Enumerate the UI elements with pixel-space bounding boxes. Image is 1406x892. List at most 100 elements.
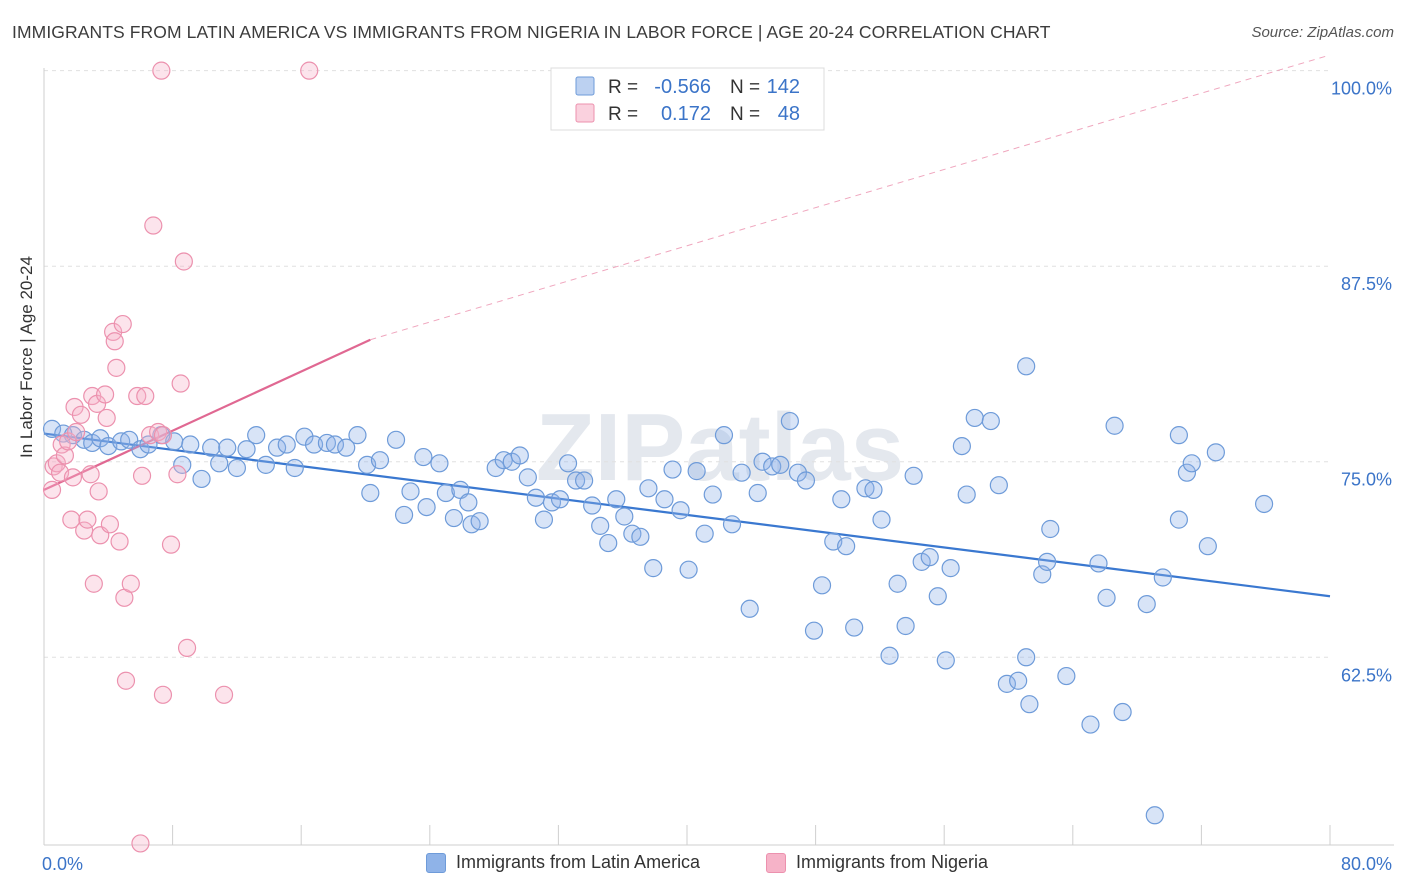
point-0-44 — [459, 493, 478, 512]
point-0-55 — [550, 490, 570, 509]
point-0-103 — [941, 559, 960, 578]
legend-top-r-label-0: R = — [608, 77, 638, 98]
point-0-117 — [1057, 666, 1076, 686]
point-0-23 — [267, 438, 287, 457]
legend-bottom: Immigrants from Latin America Immigrants… — [0, 852, 1406, 878]
x-tick-label-0: 0.0% — [42, 854, 83, 874]
point-0-131 — [1206, 443, 1225, 462]
point-0-20 — [237, 440, 256, 459]
point-0-38 — [414, 447, 433, 467]
point-1-7 — [62, 510, 81, 529]
point-0-120 — [1097, 588, 1116, 607]
point-0-118 — [1081, 715, 1100, 734]
point-1-11 — [71, 405, 91, 424]
point-0-13 — [173, 455, 192, 474]
point-1-42 — [171, 374, 190, 393]
point-0-128 — [1177, 463, 1197, 482]
point-0-65 — [631, 527, 650, 546]
point-0-34 — [370, 451, 390, 470]
point-0-25 — [285, 458, 304, 478]
point-0-80 — [753, 452, 772, 471]
legend-item-nigeria: Immigrants from Nigeria — [766, 852, 988, 873]
y-tick-labels: 62.5% 75.0% 87.5% 100.0% — [1331, 79, 1392, 686]
point-0-58 — [575, 471, 594, 490]
point-0-17 — [210, 454, 229, 473]
point-0-113 — [1020, 695, 1039, 714]
point-1-21 — [97, 408, 116, 428]
point-0-123 — [1137, 594, 1156, 614]
source-label: Source: ZipAtlas.com — [1251, 24, 1394, 41]
point-1-5 — [55, 446, 74, 465]
point-0-115 — [1037, 552, 1057, 571]
point-0-72 — [687, 462, 706, 481]
point-0-19 — [227, 458, 246, 478]
point-1-24 — [105, 332, 124, 351]
point-0-69 — [663, 460, 682, 479]
legend-top-n-value-0: 142 — [767, 76, 800, 98]
point-1-18 — [89, 482, 108, 501]
point-1-23 — [104, 322, 123, 341]
point-1-36 — [144, 216, 163, 235]
point-0-60 — [591, 516, 610, 535]
point-0-79 — [748, 483, 767, 503]
point-1-16 — [84, 574, 103, 593]
legend-top-swatch-0 — [575, 76, 595, 96]
point-1-0 — [42, 480, 62, 499]
point-0-75 — [714, 426, 734, 445]
point-0-71 — [679, 560, 698, 579]
legend-top-r-value-1: 0.172 — [661, 103, 711, 125]
point-1-8 — [63, 468, 83, 487]
point-0-14 — [181, 435, 200, 454]
legend-swatch-nigeria — [766, 852, 786, 873]
point-0-10 — [139, 435, 158, 454]
point-0-40 — [430, 454, 449, 473]
point-0-41 — [436, 483, 455, 503]
point-0-106 — [965, 408, 984, 428]
point-0-130 — [1198, 537, 1217, 556]
point-0-121 — [1105, 416, 1124, 435]
point-0-95 — [880, 646, 899, 665]
point-0-83 — [780, 411, 799, 431]
legend-swatch-latin-america — [426, 852, 446, 873]
point-1-25 — [107, 358, 126, 377]
point-0-77 — [732, 463, 751, 482]
point-0-90 — [837, 537, 856, 556]
point-0-0 — [42, 419, 62, 438]
point-1-14 — [81, 465, 100, 484]
point-0-97 — [896, 616, 915, 636]
legend-label-latin-america: Immigrants from Latin America — [456, 852, 701, 872]
point-0-51 — [518, 468, 537, 487]
point-0-16 — [202, 438, 221, 457]
point-1-34 — [136, 386, 155, 406]
point-0-61 — [599, 533, 618, 553]
trend-line-1 — [43, 338, 371, 491]
point-0-125 — [1153, 568, 1172, 587]
y-tick-label-2: 87.5% — [1341, 274, 1392, 294]
y-tick-label-3: 100.0% — [1331, 79, 1392, 99]
legend-label-nigeria: Immigrants from Nigeria — [796, 852, 989, 872]
x-tick-labels: 0.0% 80.0% — [42, 854, 1392, 874]
point-0-36 — [394, 505, 414, 525]
point-1-44 — [177, 638, 197, 657]
point-0-37 — [401, 482, 420, 501]
x-tick-label-1: 80.0% — [1341, 854, 1392, 874]
legend-top: R = -0.566 N = 142 R = 0.172 N = 48 — [550, 67, 825, 131]
point-0-82 — [771, 455, 790, 474]
point-0-30 — [337, 438, 356, 457]
point-0-119 — [1089, 554, 1108, 573]
point-0-124 — [1145, 806, 1164, 825]
point-1-45 — [214, 685, 234, 704]
point-1-33 — [132, 466, 152, 485]
point-0-93 — [864, 480, 883, 499]
point-0-108 — [989, 476, 1008, 495]
point-0-42 — [444, 508, 464, 528]
point-0-59 — [583, 496, 602, 515]
point-0-68 — [655, 490, 674, 509]
point-0-102 — [936, 651, 955, 670]
point-0-116 — [1041, 519, 1060, 539]
point-0-35 — [386, 430, 406, 449]
point-0-52 — [526, 488, 545, 507]
point-0-96 — [888, 574, 907, 593]
point-0-56 — [558, 454, 578, 473]
